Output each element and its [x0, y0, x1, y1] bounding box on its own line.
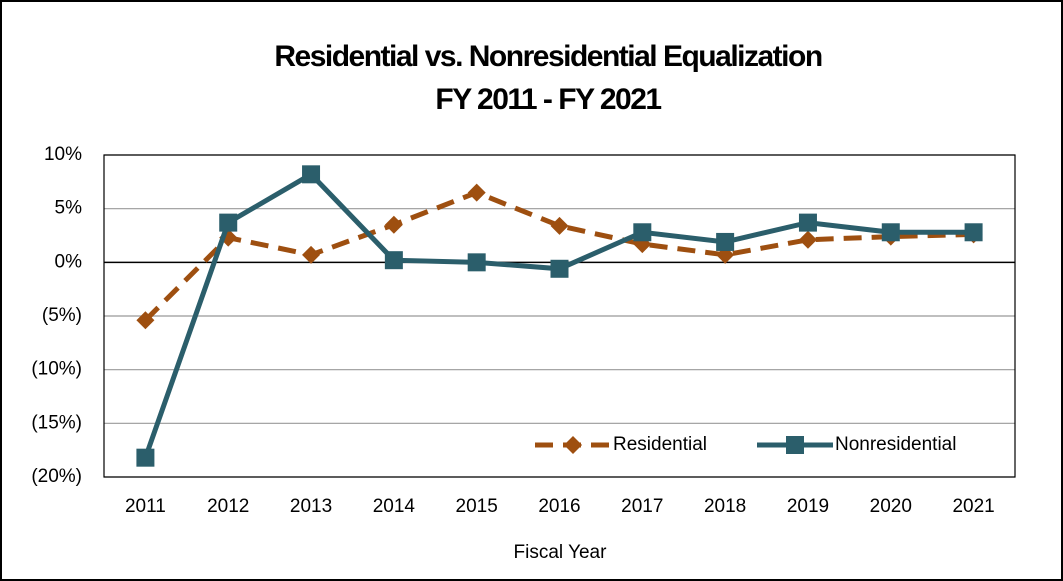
legend-label: Nonresidential [835, 434, 956, 455]
data-point [964, 223, 983, 242]
data-point [302, 165, 321, 184]
x-tick-label: 2012 [207, 496, 249, 517]
data-point [550, 259, 569, 278]
data-point [798, 230, 817, 249]
legend-marker [786, 436, 804, 454]
chart-title: Residential vs. Nonresidential Equalizat… [274, 40, 821, 73]
data-point [633, 223, 652, 242]
chart-subtitle: FY 2011 - FY 2021 [435, 83, 661, 116]
data-point [467, 183, 486, 202]
legend-label: Residential [613, 434, 707, 455]
data-point [136, 311, 155, 330]
x-tick-label: 2019 [787, 496, 829, 517]
data-point [302, 245, 321, 264]
y-tick-label: (10%) [31, 359, 82, 380]
data-point [384, 215, 403, 234]
data-point [384, 251, 403, 270]
x-tick-label: 2016 [538, 496, 580, 517]
x-tick-label: 2017 [621, 496, 663, 517]
y-tick-label: 10% [44, 144, 82, 165]
data-point [219, 213, 238, 232]
y-tick-label: 0% [55, 251, 83, 272]
x-tick-label: 2015 [456, 496, 498, 517]
series-line [143, 189, 974, 323]
legend-marker [564, 436, 582, 454]
x-tick-label: 2020 [870, 496, 912, 517]
x-axis-label: Fiscal Year [514, 542, 608, 563]
x-tick-label: 2014 [373, 496, 416, 517]
data-point [798, 213, 817, 232]
x-tick-label: 2013 [290, 496, 332, 517]
y-tick-label: (15%) [31, 412, 82, 433]
data-point [467, 253, 486, 272]
y-tick-label: (20%) [31, 466, 82, 487]
x-tick-label: 2011 [125, 496, 166, 517]
data-point [716, 232, 735, 251]
x-tick-label: 2021 [952, 496, 994, 517]
data-point [881, 223, 900, 242]
y-tick-label: (5%) [42, 305, 82, 326]
y-tick-label: 5% [55, 198, 83, 219]
data-point [136, 448, 155, 467]
x-tick-label: 2018 [704, 496, 746, 517]
plot-area [103, 154, 1016, 478]
data-point [550, 216, 569, 235]
